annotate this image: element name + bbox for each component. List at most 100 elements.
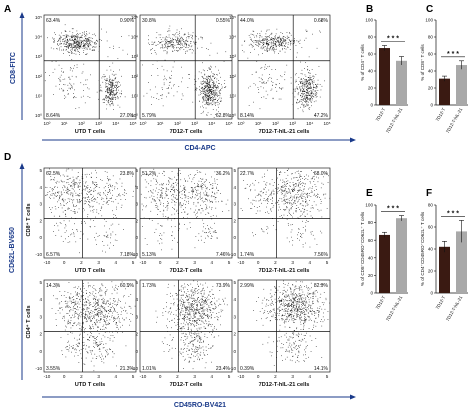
bar-1 — [456, 65, 467, 105]
y-tick-label: 5 — [135, 280, 138, 285]
y-tick-label: 4 — [39, 185, 42, 190]
quadrant-pct-lr: 7.56% — [314, 252, 329, 258]
y-tick-label: 100 — [425, 18, 433, 23]
bar-1 — [456, 231, 467, 293]
category-label: 7D12-T — [375, 295, 387, 310]
quadrant-pct-ul: 22.7% — [240, 171, 255, 177]
bar-0 — [439, 246, 450, 293]
plot-frame — [139, 14, 233, 120]
panel-letter-f: F — [426, 188, 432, 199]
y-tick-label: 2 — [135, 332, 138, 337]
condition-label: 7D12-T-hIL-21 cells — [259, 129, 310, 135]
event-cloud — [271, 327, 317, 366]
x-tick-label: 4 — [309, 374, 312, 379]
x-tick-label: 4 — [211, 374, 214, 379]
category-label: 7D12-T-hIL-21 — [385, 107, 404, 134]
quadrant-pct-ll: 0.39% — [240, 366, 255, 372]
event-cloud — [201, 38, 227, 75]
x-tick-label: 10³ — [95, 121, 102, 126]
quadrant-pct-ll: 1.01% — [142, 366, 157, 372]
quadrant-pct-ul: 1.73% — [142, 283, 157, 289]
quadrant-pct-ur: 0.55% — [216, 18, 231, 24]
x-tick-label: 2 — [274, 374, 277, 379]
quadrant-pct-ul: 51.2% — [142, 171, 157, 177]
event-cloud — [45, 168, 111, 225]
y-tick-label: 4 — [39, 297, 42, 302]
panel-letter-a: A — [4, 4, 11, 15]
d-row-label-cd4: CD4⁺ T cells — [25, 305, 32, 338]
event-cloud — [192, 62, 227, 118]
x-tick-label: 3 — [97, 260, 100, 265]
quadrant-pct-ll: 5.79% — [142, 113, 157, 119]
x-tick-label: 5 — [228, 260, 231, 265]
quadrant-pct-ur: 60.9% — [120, 283, 135, 289]
x-tick-label: 10² — [272, 121, 279, 126]
category-label: 7D12-T-hIL-21 — [445, 107, 464, 134]
x-tick-label: -10 — [44, 260, 51, 265]
y-tick-label: 3 — [135, 314, 138, 319]
event-cloud — [47, 24, 108, 60]
y-axis-label: % of CD8⁺CD45RO⁺CD62L⁺ T cells — [360, 211, 365, 286]
y-tick-label: 10³ — [131, 54, 138, 59]
panel-letter-b: B — [366, 4, 373, 15]
y-tick-label: 10³ — [35, 54, 42, 59]
y-tick-label: 10⁴ — [131, 35, 138, 40]
y-tick-label: 20 — [428, 86, 434, 91]
x-tick-label: 10¹ — [61, 121, 68, 126]
y-tick-label: 10⁵ — [229, 15, 236, 20]
category-label: 7D12-T — [435, 295, 447, 310]
event-cloud — [247, 54, 292, 110]
y-tick-label: 10³ — [229, 54, 236, 59]
x-tick-label: 10³ — [289, 121, 296, 126]
quadrant-pct-lr: 47.2% — [314, 113, 329, 119]
y-tick-label: 5 — [39, 280, 42, 285]
a-y-arrowhead — [19, 12, 25, 18]
y-tick-label: 2 — [233, 332, 236, 337]
quadrant-pct-ul: 14.3% — [46, 283, 61, 289]
y-axis-label: % of CD8⁺ T cells — [420, 44, 425, 81]
x-tick-label: 5 — [326, 260, 329, 265]
x-tick-label: 5 — [132, 260, 135, 265]
quadrant-pct-ll: 8.64% — [46, 113, 61, 119]
y-tick-label: 0 — [370, 103, 373, 108]
bar-1 — [396, 60, 407, 105]
bar-1 — [396, 218, 407, 293]
y-tick-label: 80 — [368, 35, 374, 40]
bar-0 — [379, 234, 390, 293]
quadrant-pct-ul: 63.4% — [46, 18, 61, 24]
quadrant-pct-lr: 23.4% — [216, 366, 231, 372]
quadrant-pct-ur: 0.90% — [120, 18, 135, 24]
quadrant-pct-ul: 62.5% — [46, 171, 61, 177]
event-cloud — [44, 61, 102, 109]
y-tick-label: 100 — [365, 203, 373, 208]
y-tick-label: -10 — [131, 366, 138, 371]
event-cloud — [265, 168, 331, 225]
bar-chart-e: 100 80 60 40 20 0 % of CD8⁺CD45RO⁺CD62L⁺ T cel… — [360, 203, 408, 322]
panel-letter-d: D — [4, 152, 11, 163]
quadrant-pct-lr: 7.18% — [120, 252, 135, 258]
event-cloud — [62, 320, 127, 372]
d-y-arrowhead — [19, 163, 25, 169]
event-cloud — [53, 213, 89, 254]
y-tick-label: 60 — [428, 225, 434, 230]
y-tick-label: 0 — [233, 235, 236, 240]
bar-0 — [379, 48, 390, 105]
y-tick-label: -10 — [131, 252, 138, 257]
plot-frame — [237, 14, 331, 120]
y-tick-label: 40 — [368, 69, 374, 74]
event-cloud — [290, 61, 325, 117]
y-tick-label: 0 — [370, 291, 373, 296]
event-cloud — [256, 286, 276, 326]
category-label: 7D12-T-hIL-21 — [445, 295, 464, 322]
event-cloud — [252, 211, 277, 237]
y-tick-label: 100 — [365, 18, 373, 23]
quadrant-pct-ur: 0.68% — [314, 18, 329, 24]
event-cloud — [96, 56, 126, 110]
condition-label: UTD T cells — [75, 129, 105, 135]
x-tick-label: 0 — [63, 374, 66, 379]
flow_D-plots_bottom-2-plot: 2.99% 82.9% 0.39% 14.1% 5 4 3 2 0 -10-10 0 2 3 4 5 7D12… — [229, 279, 331, 388]
x-tick-label: 10⁴ — [208, 121, 215, 126]
x-tick-label: 3 — [193, 260, 196, 265]
